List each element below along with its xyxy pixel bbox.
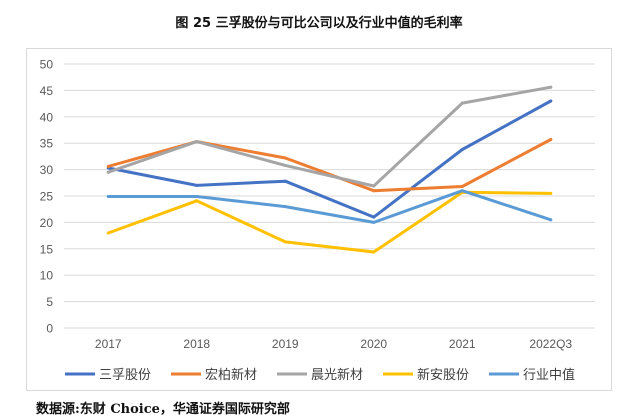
data-point	[283, 240, 287, 244]
data-point	[549, 138, 553, 142]
x-tick-label: 2021	[449, 337, 476, 351]
data-point	[106, 170, 110, 174]
legend: 三孚股份 宏柏新材 晨光新材 新安股份 行业中值	[65, 367, 575, 383]
x-tick-label: 2018	[183, 337, 210, 351]
y-axis-ticks: 0 5 10 15 20 25 30 35 40 45 50	[40, 58, 54, 336]
y-tick-label: 0	[46, 322, 53, 336]
legend-item: 三孚股份	[65, 368, 151, 383]
chart-title: 图 25 三孚股份与可比公司以及行业中值的毛利率	[175, 16, 463, 31]
y-tick-label: 20	[40, 216, 54, 230]
source-note: 数据源:东财 Choice，华通证券国际研究部	[36, 402, 290, 417]
legend-label: 行业中值	[523, 367, 575, 383]
data-point	[283, 163, 287, 167]
x-tick-label: 2022Q3	[529, 337, 572, 351]
data-point	[460, 101, 464, 105]
y-tick-label: 40	[40, 110, 54, 124]
chart-frame: 0 5 10 15 20 25 30 35 40 45 50 2017 2018 2019 2020 202…	[26, 48, 612, 391]
y-tick-label: 25	[40, 190, 54, 204]
data-point	[195, 183, 199, 187]
y-tick-label: 5	[46, 295, 53, 309]
legend-label: 宏柏新材	[205, 367, 257, 383]
legend-label: 新安股份	[417, 367, 469, 383]
data-point	[549, 85, 553, 89]
data-point	[195, 195, 199, 199]
data-point	[283, 179, 287, 183]
legend-item: 行业中值	[489, 367, 575, 383]
data-point	[372, 220, 376, 224]
y-tick-label: 10	[40, 269, 54, 283]
data-point	[372, 189, 376, 193]
series-line-1	[106, 138, 553, 193]
x-axis-ticks: 2017 2018 2019 2020 2021 2022Q3	[95, 337, 573, 351]
data-point	[195, 140, 199, 144]
x-tick-label: 2017	[95, 337, 122, 351]
data-point	[283, 156, 287, 160]
data-point	[195, 199, 199, 203]
y-tick-label: 45	[40, 84, 54, 98]
y-tick-label: 35	[40, 137, 54, 151]
data-point	[460, 189, 464, 193]
y-tick-label: 50	[40, 58, 54, 72]
legend-item: 新安股份	[383, 367, 469, 383]
series-line-2	[106, 85, 553, 188]
series-line-0	[106, 99, 553, 219]
data-point	[549, 218, 553, 222]
data-point	[106, 164, 110, 168]
data-point	[106, 195, 110, 199]
legend-label: 晨光新材	[311, 367, 363, 383]
data-point	[372, 250, 376, 254]
line-chart: 0 5 10 15 20 25 30 35 40 45 50 2017 2018 2019 2020 202…	[40, 58, 595, 383]
data-point	[460, 184, 464, 188]
data-point	[372, 215, 376, 219]
data-point	[372, 184, 376, 188]
series-line-4	[106, 189, 553, 224]
y-tick-label: 30	[40, 163, 54, 177]
data-point	[106, 231, 110, 235]
data-point	[549, 191, 553, 195]
x-tick-label: 2019	[272, 337, 299, 351]
legend-item: 宏柏新材	[171, 367, 257, 383]
x-tick-label: 2020	[360, 337, 387, 351]
series-lines	[106, 85, 553, 254]
data-point	[283, 205, 287, 209]
legend-item: 晨光新材	[277, 367, 363, 383]
y-tick-label: 15	[40, 242, 54, 256]
legend-label: 三孚股份	[99, 368, 151, 383]
data-point	[460, 148, 464, 152]
data-point	[549, 99, 553, 103]
series-line-3	[106, 190, 553, 254]
